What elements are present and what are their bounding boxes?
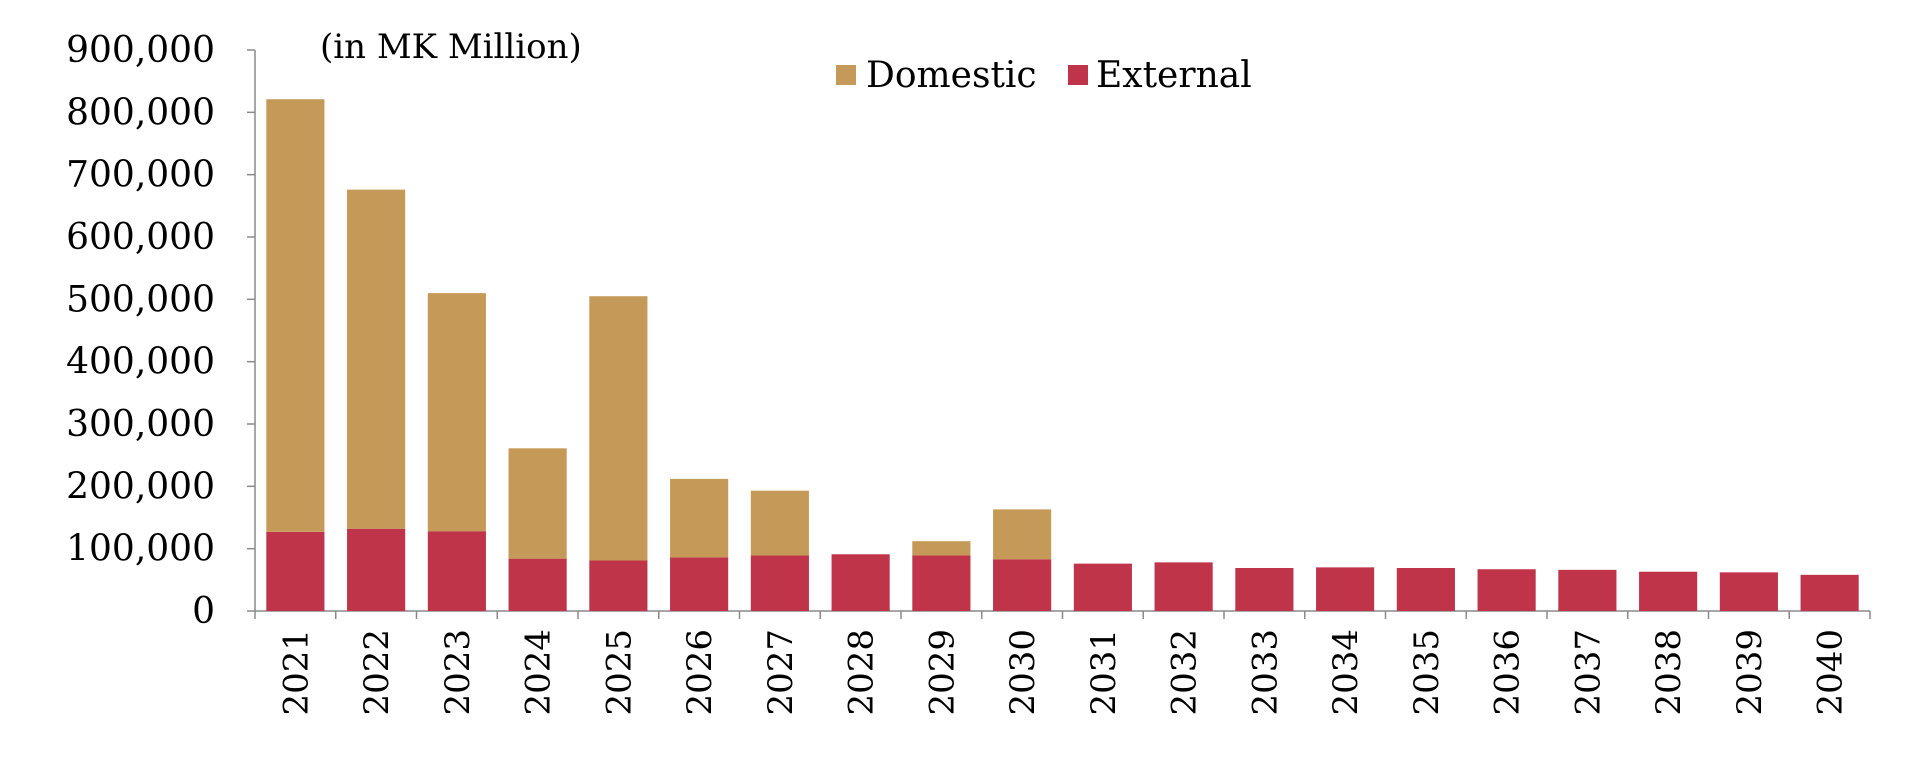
- bar-domestic-2030: [993, 509, 1052, 560]
- bar-external-2037: [1558, 569, 1617, 611]
- x-tick-label: 2021: [276, 629, 316, 716]
- bar-external-2040: [1800, 574, 1859, 611]
- legend-label-external: External: [1096, 55, 1252, 96]
- bar-domestic-2023: [427, 293, 486, 532]
- bar-domestic-2026: [670, 478, 729, 558]
- x-tick-label: 2024: [519, 629, 559, 716]
- x-tick-label: 2026: [680, 629, 720, 716]
- x-tick-label: 2035: [1407, 629, 1447, 716]
- bar-external-2039: [1719, 572, 1778, 611]
- legend-swatch-domestic: [836, 65, 856, 85]
- y-tick-label: 300,000: [66, 404, 215, 445]
- bar-external-2023: [427, 531, 486, 611]
- y-tick-label: 700,000: [66, 155, 215, 196]
- x-tick-label: 2034: [1326, 629, 1366, 716]
- x-tick-label: 2023: [438, 629, 478, 716]
- legend: Domestic External: [836, 55, 1252, 96]
- x-tick-label: 2033: [1245, 629, 1285, 716]
- bar-external-2027: [750, 555, 809, 611]
- bar-external-2029: [912, 555, 971, 611]
- x-tick-label: 2040: [1811, 629, 1851, 716]
- bar-domestic-2027: [750, 490, 809, 556]
- x-tick-label: 2036: [1488, 629, 1528, 716]
- bar-external-2033: [1235, 567, 1294, 611]
- bar-external-2024: [508, 558, 567, 611]
- bar-external-2021: [266, 531, 325, 611]
- bar-domestic-2029: [912, 541, 971, 556]
- bar-domestic-2022: [347, 189, 406, 529]
- bar-domestic-2024: [508, 448, 567, 559]
- bar-external-2034: [1316, 567, 1375, 611]
- bars: [266, 99, 1859, 611]
- bar-external-2026: [670, 557, 729, 611]
- y-tick-label: 100,000: [66, 529, 215, 570]
- x-tick-label: 2030: [1003, 629, 1043, 716]
- legend-label-domestic: Domestic: [866, 55, 1037, 96]
- x-tick-label: 2038: [1649, 629, 1689, 716]
- bar-external-2038: [1639, 571, 1698, 611]
- y-tick-label: 500,000: [66, 279, 215, 320]
- bar-external-2036: [1477, 569, 1536, 611]
- y-tick-label: 800,000: [66, 92, 215, 133]
- y-tick-label: 400,000: [66, 342, 215, 383]
- bar-external-2032: [1154, 562, 1213, 611]
- bar-external-2030: [993, 559, 1052, 611]
- bar-external-2025: [589, 560, 648, 611]
- bar-external-2031: [1073, 563, 1132, 611]
- x-tick-label: 2032: [1165, 629, 1205, 716]
- x-tick-labels: 2021 2022 2023 2024 2025 2026 2027 2028 2029 2030…: [276, 629, 1850, 716]
- x-tick-label: 2028: [842, 629, 882, 716]
- y-tick-labels: 0 100,000 200,000 300,000 400,000 500,000 600,…: [66, 30, 215, 632]
- x-tick-label: 2025: [599, 629, 639, 716]
- y-tick-label: 600,000: [66, 217, 215, 258]
- bar-domestic-2021: [266, 99, 325, 532]
- x-tick-label: 2027: [761, 629, 801, 716]
- x-tick-label: 2029: [922, 629, 962, 716]
- y-tick-label: 900,000: [66, 30, 215, 71]
- legend-swatch-external: [1068, 65, 1088, 85]
- bar-external-2022: [347, 528, 406, 611]
- x-tick-label: 2031: [1084, 629, 1124, 716]
- x-tick-label: 2037: [1568, 629, 1608, 716]
- bar-external-2035: [1396, 567, 1455, 611]
- bar-domestic-2025: [589, 296, 648, 561]
- y-tick-label: 0: [192, 591, 215, 632]
- x-tick-label: 2039: [1730, 629, 1770, 716]
- y-tick-label: 200,000: [66, 466, 215, 507]
- bar-external-2028: [831, 554, 890, 611]
- x-tick-label: 2022: [357, 629, 397, 716]
- axes: [247, 49, 1871, 619]
- unit-label: (in MK Million): [320, 27, 582, 67]
